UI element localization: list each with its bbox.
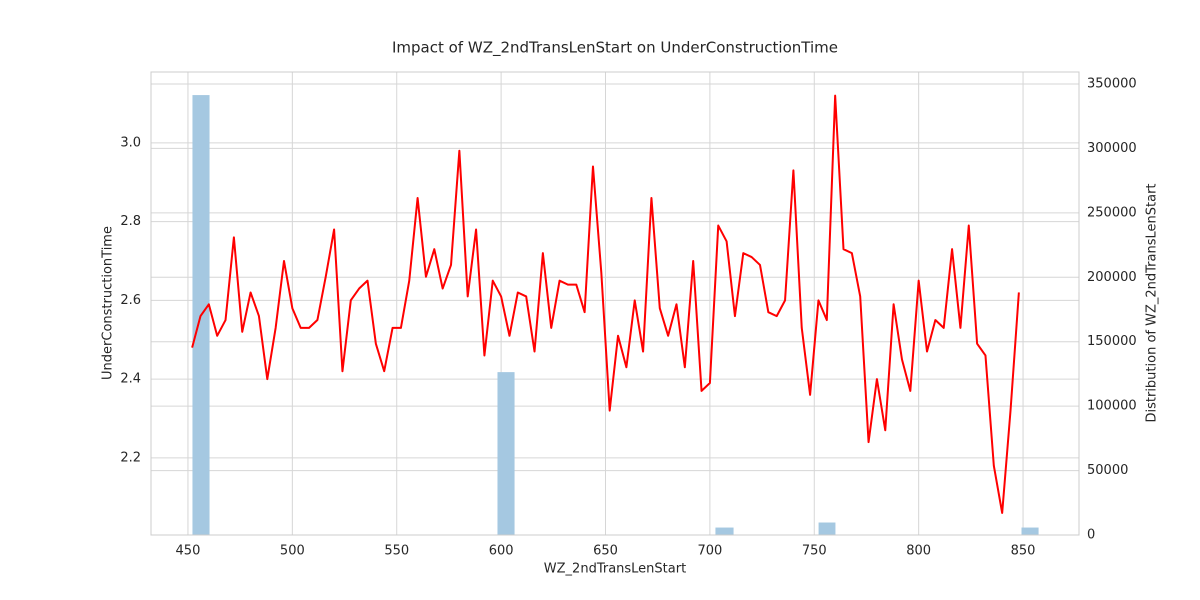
y-tick-label: 3.0 (120, 135, 141, 150)
y2-tick-label: 150000 (1087, 334, 1137, 349)
histogram-bar (1021, 527, 1039, 536)
y2-tick-label: 250000 (1087, 205, 1137, 220)
x-tick-label: 600 (489, 544, 514, 559)
y-tick-label: 2.4 (120, 372, 141, 387)
histogram-bar (818, 522, 836, 536)
y2-tick-label: 50000 (1087, 463, 1128, 478)
x-tick-label: 650 (593, 544, 618, 559)
x-tick-label: 850 (1011, 544, 1036, 559)
x-tick-label: 450 (176, 544, 201, 559)
y-tick-label: 2.2 (120, 450, 141, 465)
y2-tick-label: 300000 (1087, 141, 1137, 156)
y2-axis-label: Distribution of WZ_2ndTransLenStart (1145, 183, 1160, 422)
x-tick-label: 500 (280, 544, 305, 559)
histogram-bar (497, 372, 515, 536)
x-tick-label: 700 (697, 544, 722, 559)
x-axis-label: WZ_2ndTransLenStart (544, 562, 686, 577)
y2-tick-label: 100000 (1087, 399, 1137, 414)
x-tick-label: 550 (384, 544, 409, 559)
x-tick-label: 800 (906, 544, 931, 559)
plot-frame (150, 71, 1080, 536)
y2-tick-label: 200000 (1087, 270, 1137, 285)
y-tick-label: 2.6 (120, 293, 141, 308)
chart-title: Impact of WZ_2ndTransLenStart on UnderCo… (392, 39, 838, 58)
y2-tick-label: 0 (1087, 528, 1095, 543)
histogram-bar (715, 527, 734, 536)
y2-tick-label: 350000 (1087, 76, 1137, 91)
y-axis-label: UnderConstructionTime (101, 226, 116, 380)
line (191, 94, 1020, 514)
y-tick-label: 2.8 (120, 214, 141, 229)
x-tick-label: 750 (802, 544, 827, 559)
